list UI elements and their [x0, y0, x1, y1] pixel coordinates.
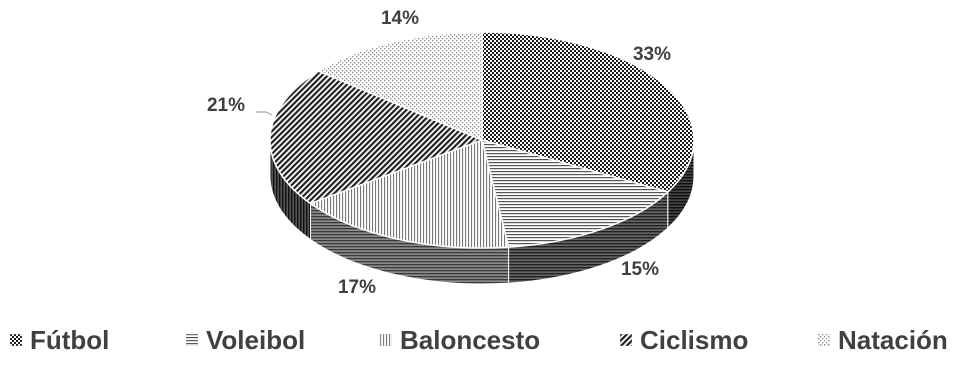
legend-label-futbol: Fútbol: [30, 324, 110, 355]
legend-item-ciclismo: Ciclismo: [620, 318, 748, 362]
pie-chart-plot: 33% 15% 17% 21% 14%: [207, 8, 695, 298]
legend-item-voleibol: Voleibol: [186, 318, 305, 362]
pie-slice-baloncesto: [308, 139, 510, 249]
data-label-baloncesto: 17%: [338, 277, 376, 298]
pie-slice-voleibol: [480, 138, 670, 248]
pie-slice-ciclismo: [269, 70, 485, 205]
data-label-ciclismo: 21%: [207, 95, 245, 116]
data-label-voleibol: 15%: [621, 259, 659, 280]
legend-label-natacion: Natación: [838, 324, 948, 355]
legend: Fútbol Voleibol Baloncesto Ciclismo Natación: [0, 318, 972, 362]
legend-swatch-voleibol: [186, 334, 198, 346]
legend-swatch-futbol: [10, 334, 22, 346]
legend-item-futbol: Fútbol: [10, 318, 109, 362]
legend-swatch-ciclismo: [620, 334, 632, 346]
legend-label-baloncesto: Baloncesto: [400, 324, 541, 355]
legend-label-ciclismo: Ciclismo: [640, 324, 749, 355]
leader-line-ciclismo: [256, 111, 273, 116]
data-label-natacion: 14%: [381, 8, 419, 29]
legend-item-baloncesto: Baloncesto: [380, 318, 540, 362]
legend-label-voleibol: Voleibol: [206, 324, 306, 355]
legend-swatch-natacion: [818, 334, 830, 346]
pie-slice-futbol: [481, 31, 695, 193]
legend-swatch-baloncesto: [380, 334, 392, 346]
data-label-futbol: 33%: [633, 44, 671, 65]
legend-item-natacion: Natación: [818, 318, 948, 362]
pie-slice-natacion: [317, 31, 483, 142]
